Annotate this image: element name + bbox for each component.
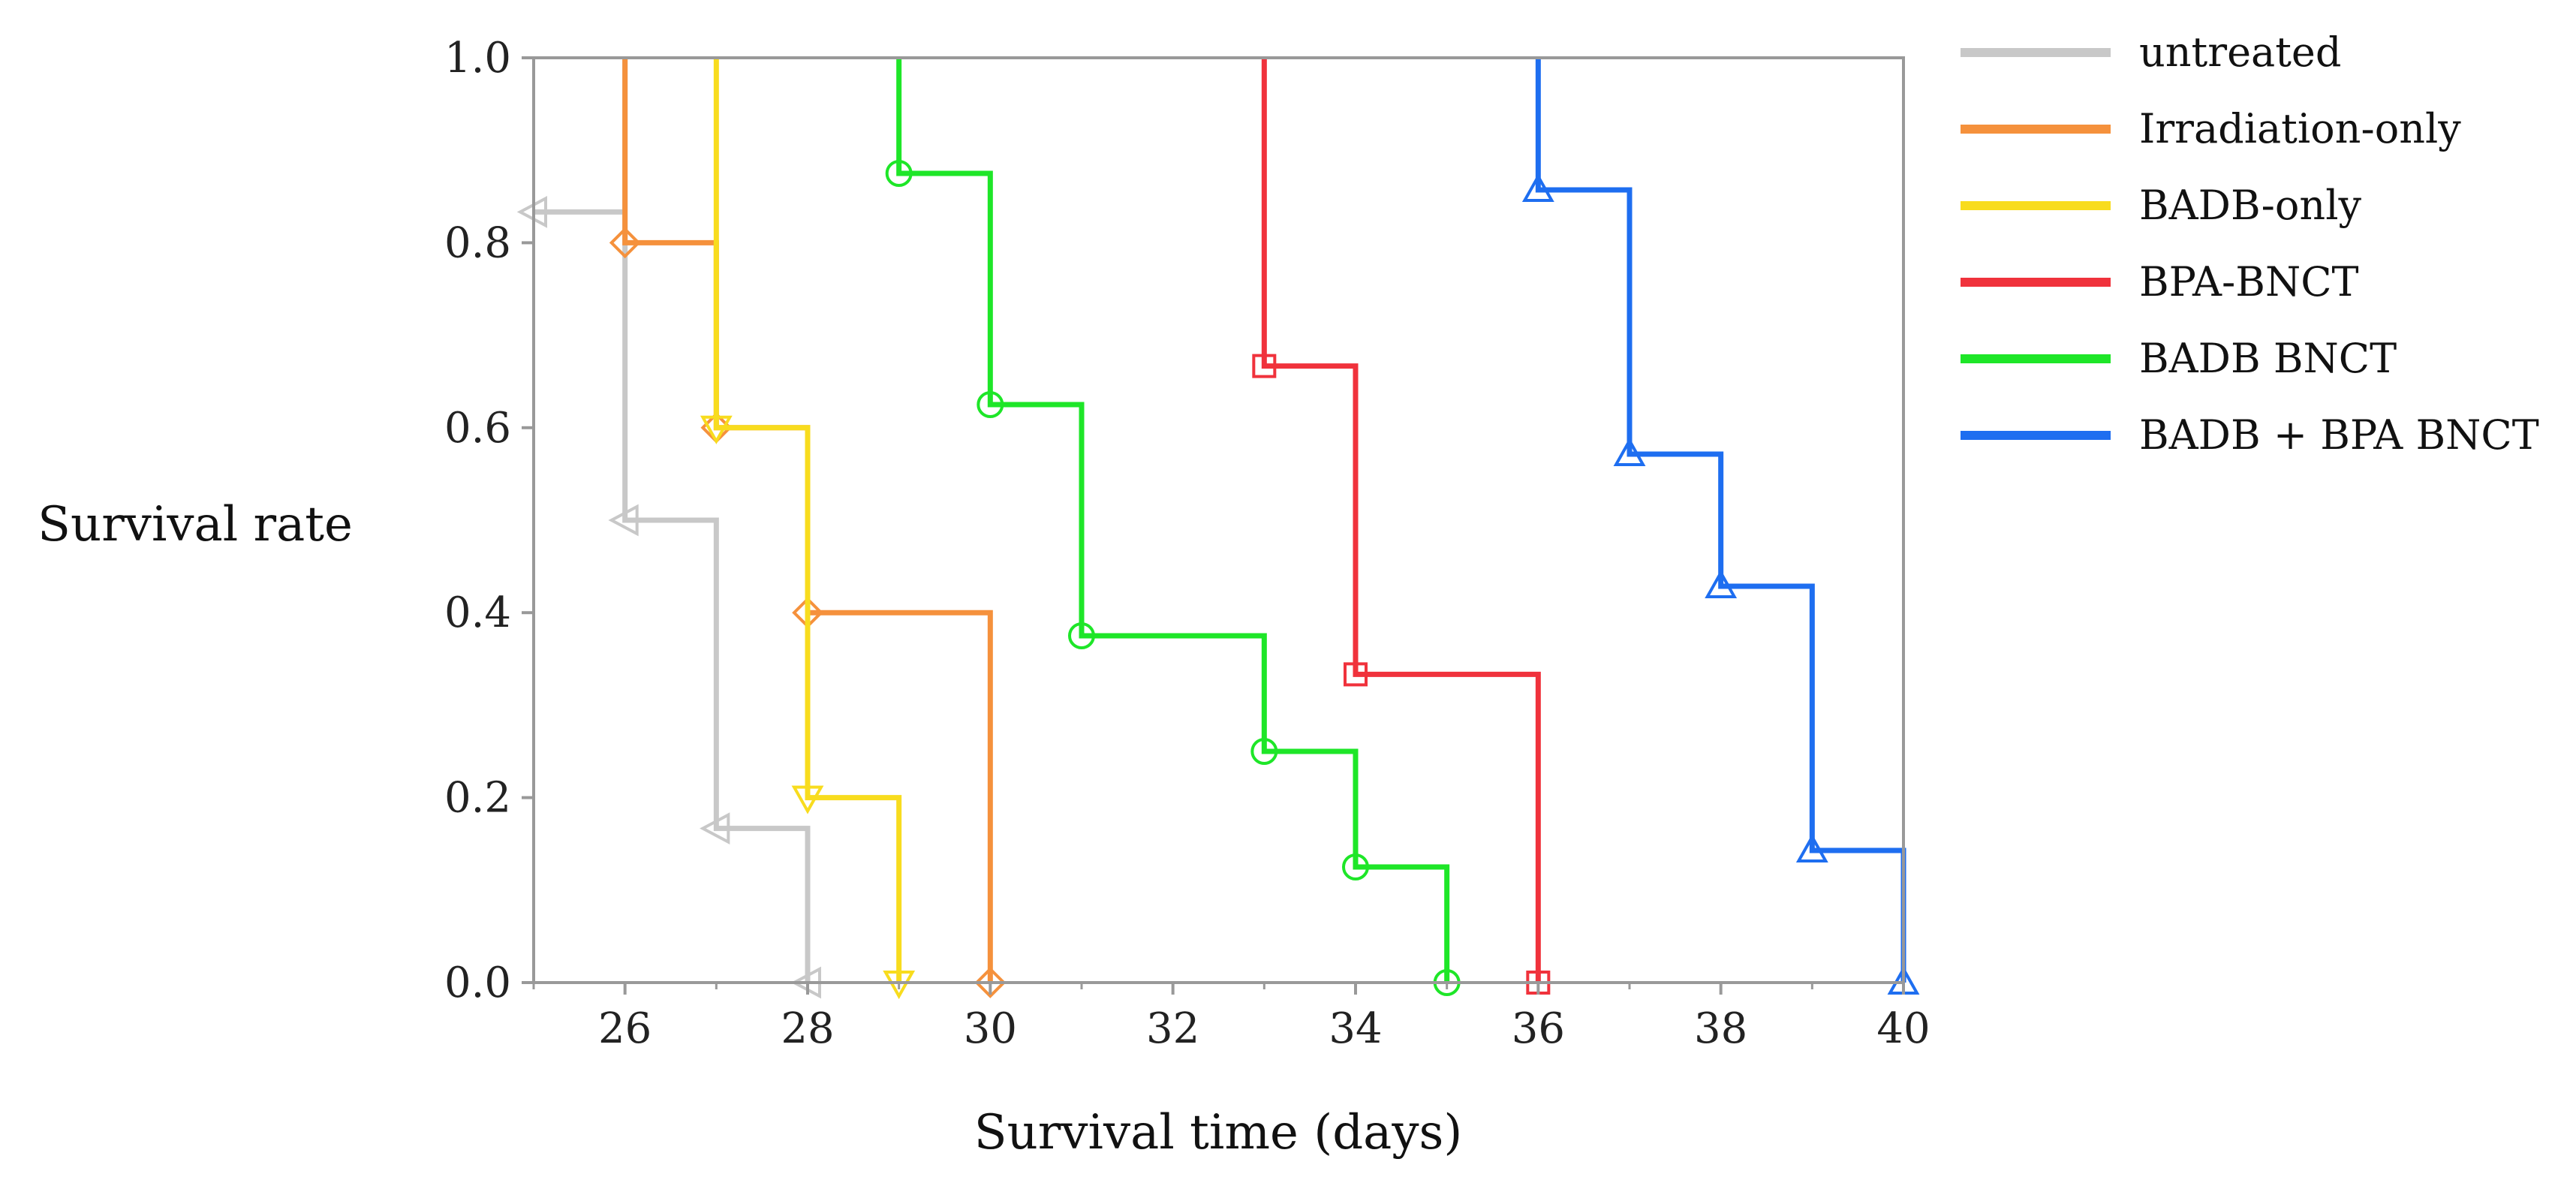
y-axis-title: Survival rate <box>38 497 353 552</box>
y-tick-label: 1.0 <box>444 34 511 83</box>
triangle-left-marker <box>608 504 639 537</box>
x-axis-title: Survival time (days) <box>974 1105 1463 1160</box>
legend-label: Irradiation-only <box>2139 105 2461 152</box>
legend-label: BPA-BNCT <box>2139 258 2359 306</box>
square-marker <box>1344 662 1368 687</box>
y-tick-label: 0.8 <box>444 218 511 267</box>
step-line <box>713 58 902 983</box>
legend: untreated Irradiation-only BADB-only BPA-BN… <box>1961 29 2539 459</box>
circle-marker <box>1342 853 1369 880</box>
triangle-up-marker <box>1613 437 1646 467</box>
curves-layer <box>516 58 1920 1000</box>
step-line <box>896 58 1450 983</box>
y-tick-label: 0.0 <box>444 959 511 1007</box>
diamond-marker <box>974 967 1007 998</box>
triangle-up-marker <box>1795 833 1828 862</box>
series-bpa-bnct <box>1252 58 1551 995</box>
circle-marker <box>1250 738 1278 765</box>
step-line <box>1261 58 1541 983</box>
x-tick-label: 32 <box>1146 1004 1199 1053</box>
circle-marker <box>977 391 1004 418</box>
triangle-down-marker <box>791 785 824 814</box>
triangle-down-marker <box>700 415 733 444</box>
step-line <box>622 58 811 983</box>
axes-layer: 26 28 30 32 34 36 38 40 0.0 0.2 0.4 0.6 0.8 1.0 <box>444 34 1930 1053</box>
y-tick-label: 0.4 <box>444 588 511 637</box>
y-tick-label: 0.2 <box>444 774 511 823</box>
circle-marker <box>1068 622 1095 649</box>
x-tick-label: 40 <box>1876 1004 1930 1053</box>
plot-area-frame <box>532 56 1905 984</box>
legend-label: untreated <box>2139 29 2341 76</box>
x-tick-label: 28 <box>781 1004 834 1053</box>
square-marker <box>1252 354 1277 378</box>
circle-marker <box>885 160 913 187</box>
x-tick-label: 30 <box>964 1004 1017 1053</box>
legend-label: BADB BNCT <box>2139 335 2397 382</box>
legend-label: BADB + BPA BNCT <box>2139 411 2539 459</box>
series-badb-bnct <box>885 58 1461 996</box>
step-line <box>1535 58 1906 983</box>
x-tick-label: 38 <box>1694 1004 1747 1053</box>
triangle-up-marker <box>1521 173 1554 203</box>
x-tick-label: 34 <box>1329 1004 1382 1053</box>
diamond-marker <box>609 227 641 259</box>
series-untreated <box>516 58 821 999</box>
x-tick-label: 26 <box>598 1004 652 1053</box>
legend-label: BADB-only <box>2139 182 2361 229</box>
triangle-up-marker <box>1705 569 1738 598</box>
y-tick-label: 0.6 <box>444 404 511 453</box>
series-badb-bpa-bnct <box>1521 58 1920 995</box>
triangle-left-marker <box>700 812 730 844</box>
x-tick-label: 36 <box>1512 1004 1565 1053</box>
